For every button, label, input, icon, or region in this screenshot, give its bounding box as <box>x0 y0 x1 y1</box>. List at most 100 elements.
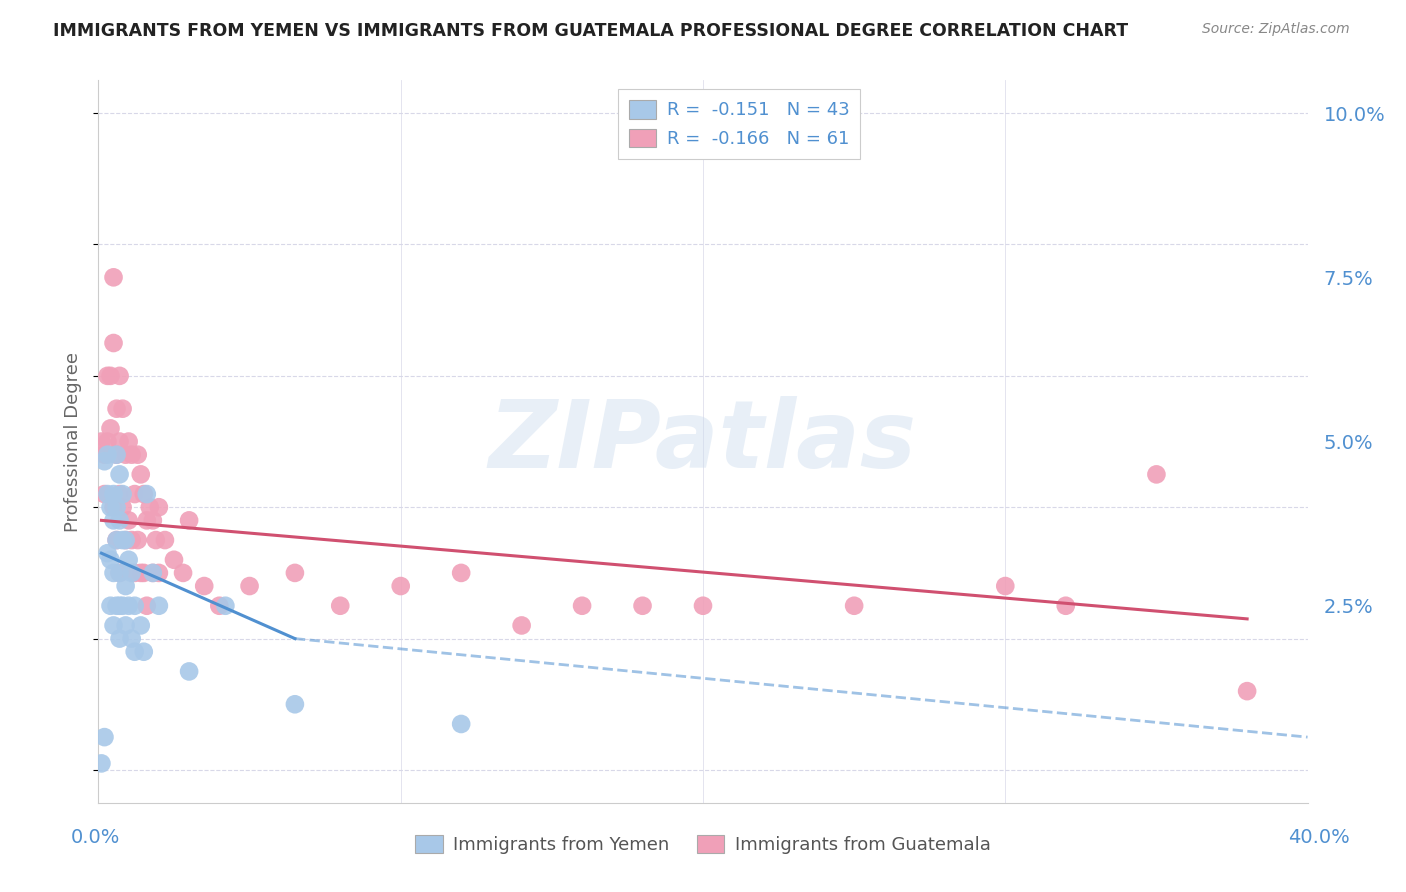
Point <box>111 533 134 547</box>
Point <box>114 533 136 547</box>
Point <box>142 513 165 527</box>
Point <box>103 487 125 501</box>
Point <box>118 434 141 449</box>
Point <box>121 448 143 462</box>
Point <box>90 434 112 449</box>
Point <box>148 566 170 580</box>
Point <box>571 599 593 613</box>
Point <box>153 533 176 547</box>
Point <box>103 618 125 632</box>
Point <box>103 513 125 527</box>
Point <box>118 513 141 527</box>
Point <box>132 566 155 580</box>
Point <box>631 599 654 613</box>
Point <box>148 500 170 515</box>
Point <box>844 599 866 613</box>
Point <box>284 566 307 580</box>
Point <box>129 618 152 632</box>
Point <box>450 717 472 731</box>
Point <box>105 599 128 613</box>
Point <box>121 566 143 580</box>
Text: ZIPatlas: ZIPatlas <box>489 395 917 488</box>
Point <box>148 599 170 613</box>
Point <box>692 599 714 613</box>
Point <box>103 336 125 351</box>
Point <box>105 533 128 547</box>
Point <box>96 368 118 383</box>
Point <box>105 401 128 416</box>
Point <box>108 434 131 449</box>
Point <box>142 566 165 580</box>
Point <box>103 500 125 515</box>
Point <box>127 533 149 547</box>
Point <box>114 448 136 462</box>
Point <box>124 566 146 580</box>
Point <box>96 434 118 449</box>
Point <box>103 566 125 580</box>
Point <box>93 487 115 501</box>
Point <box>111 487 134 501</box>
Point <box>142 566 165 580</box>
Point <box>1054 599 1077 613</box>
Point <box>284 698 307 712</box>
Point <box>135 513 157 527</box>
Point <box>139 500 162 515</box>
Point <box>214 599 236 613</box>
Point <box>100 599 122 613</box>
Point <box>108 566 131 580</box>
Point <box>105 448 128 462</box>
Point <box>127 448 149 462</box>
Point <box>1144 467 1167 482</box>
Point <box>121 533 143 547</box>
Text: 0.0%: 0.0% <box>70 828 121 847</box>
Point <box>179 513 201 527</box>
Point <box>100 553 122 567</box>
Point <box>132 487 155 501</box>
Point <box>100 368 122 383</box>
Legend: Immigrants from Yemen, Immigrants from Guatemala: Immigrants from Yemen, Immigrants from G… <box>405 824 1001 865</box>
Point <box>121 632 143 646</box>
Point <box>108 566 131 580</box>
Point <box>114 618 136 632</box>
Text: IMMIGRANTS FROM YEMEN VS IMMIGRANTS FROM GUATEMALA PROFESSIONAL DEGREE CORRELATI: IMMIGRANTS FROM YEMEN VS IMMIGRANTS FROM… <box>53 22 1129 40</box>
Point <box>239 579 262 593</box>
Point <box>994 579 1017 593</box>
Point <box>105 448 128 462</box>
Point <box>172 566 194 580</box>
Point <box>96 448 118 462</box>
Point <box>124 487 146 501</box>
Point <box>108 467 131 482</box>
Point <box>135 487 157 501</box>
Point <box>93 448 115 462</box>
Point <box>145 533 167 547</box>
Point <box>90 756 112 771</box>
Point <box>108 632 131 646</box>
Point <box>118 599 141 613</box>
Point <box>163 553 186 567</box>
Point <box>208 599 231 613</box>
Point <box>100 500 122 515</box>
Point <box>93 454 115 468</box>
Point <box>1236 684 1258 698</box>
Point <box>132 645 155 659</box>
Point <box>114 533 136 547</box>
Point <box>111 599 134 613</box>
Text: Source: ZipAtlas.com: Source: ZipAtlas.com <box>1202 22 1350 37</box>
Point <box>179 665 201 679</box>
Text: 40.0%: 40.0% <box>1288 828 1350 847</box>
Point <box>108 487 131 501</box>
Point <box>105 533 128 547</box>
Point <box>108 599 131 613</box>
Point <box>118 553 141 567</box>
Point <box>129 467 152 482</box>
Point <box>111 401 134 416</box>
Point <box>96 487 118 501</box>
Point <box>108 513 131 527</box>
Point <box>108 368 131 383</box>
Point <box>193 579 215 593</box>
Point <box>105 500 128 515</box>
Point <box>114 579 136 593</box>
Point <box>103 270 125 285</box>
Point <box>111 500 134 515</box>
Point <box>100 421 122 435</box>
